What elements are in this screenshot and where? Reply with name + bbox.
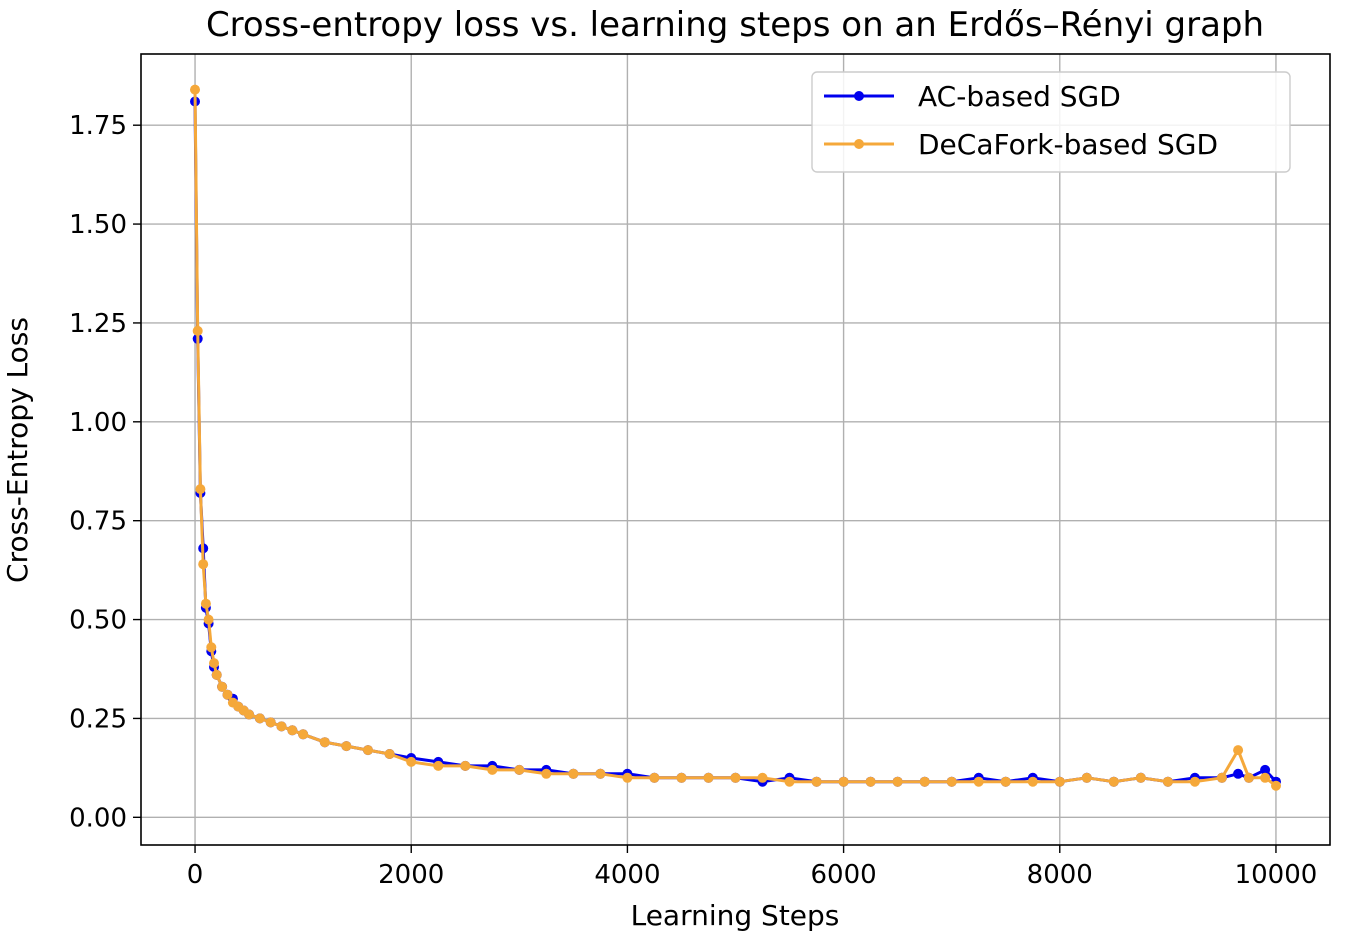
x-axis-label: Learning Steps — [631, 899, 840, 932]
data-point-decafork — [892, 776, 903, 787]
y-tick-label: 0.50 — [69, 606, 127, 636]
y-tick-label: 0.75 — [69, 507, 127, 537]
data-point-ac — [1233, 768, 1244, 779]
data-point-decafork — [190, 84, 200, 95]
data-point-decafork — [595, 768, 606, 779]
data-point-decafork — [1081, 772, 1092, 783]
data-point-decafork — [757, 772, 768, 783]
data-point-decafork — [676, 772, 687, 783]
y-tick-label: 0.00 — [69, 803, 127, 833]
data-point-decafork — [730, 772, 741, 783]
data-point-decafork — [244, 709, 255, 720]
data-point-decafork — [1000, 776, 1011, 787]
data-point-decafork — [973, 776, 984, 787]
legend-marker-decafork — [854, 139, 864, 149]
data-point-decafork — [1054, 776, 1065, 787]
y-tick-label: 1.50 — [69, 210, 127, 240]
data-point-decafork — [1233, 745, 1244, 756]
y-tick-label: 1.25 — [69, 309, 127, 339]
data-point-decafork — [198, 559, 209, 570]
x-tick-label: 6000 — [811, 860, 877, 890]
data-point-decafork — [649, 772, 660, 783]
data-point-decafork — [195, 484, 206, 495]
data-point-decafork — [622, 772, 633, 783]
data-point-decafork — [1162, 776, 1173, 787]
data-point-decafork — [200, 598, 211, 609]
data-point-decafork — [919, 776, 930, 787]
legend-label-decafork: DeCaFork-based SGD — [918, 128, 1218, 161]
y-tick-label: 1.75 — [69, 111, 127, 141]
data-point-decafork — [946, 776, 957, 787]
chart-title: Cross-entropy loss vs. learning steps on… — [206, 5, 1264, 45]
y-axis: 0.00 0.25 0.50 0.75 1.00 1.25 1.50 1.75 — [69, 111, 141, 833]
x-tick-label: 2000 — [378, 860, 444, 890]
data-point-decafork — [460, 760, 471, 771]
legend: AC-based SGD DeCaFork-based SGD — [811, 71, 1291, 173]
data-point-decafork — [568, 768, 579, 779]
data-point-decafork — [541, 768, 552, 779]
data-point-decafork — [865, 776, 876, 787]
data-point-decafork — [341, 741, 352, 752]
data-point-decafork — [209, 658, 219, 669]
data-point-decafork — [319, 737, 330, 748]
legend-label-ac: AC-based SGD — [918, 80, 1121, 113]
data-point-decafork — [287, 725, 298, 736]
data-point-decafork — [838, 776, 849, 787]
data-point-decafork — [211, 669, 222, 680]
data-point-decafork — [276, 721, 287, 732]
data-point-decafork — [298, 729, 309, 740]
series-ac — [190, 96, 1281, 787]
x-tick-label: 4000 — [594, 860, 660, 890]
data-point-decafork — [406, 756, 417, 767]
data-point-decafork — [363, 745, 373, 756]
y-tick-label: 1.00 — [69, 408, 127, 438]
data-point-decafork — [1027, 776, 1038, 787]
data-point-decafork — [784, 776, 795, 787]
x-tick-label: 8000 — [1027, 860, 1093, 890]
x-tick-label: 10000 — [1235, 860, 1318, 890]
series-decafork — [190, 84, 1281, 791]
data-point-decafork — [487, 764, 498, 775]
data-point-decafork — [254, 713, 265, 724]
data-point-decafork — [1108, 776, 1119, 787]
data-point-decafork — [1271, 780, 1281, 791]
series-layer — [190, 84, 1281, 791]
x-axis: 0 2000 4000 6000 8000 10000 — [187, 845, 1318, 890]
data-point-ac — [1260, 764, 1271, 775]
data-point-decafork — [433, 760, 444, 771]
y-axis-label: Cross-Entropy Loss — [1, 317, 34, 583]
series-line-decafork — [193, 89, 1277, 787]
data-point-decafork — [265, 717, 276, 728]
data-point-decafork — [811, 776, 822, 787]
plot-frame — [140, 53, 1331, 846]
data-point-decafork — [1260, 772, 1271, 783]
data-point-decafork — [203, 614, 214, 625]
legend-marker-ac — [854, 91, 864, 101]
series-line-ac — [193, 101, 1278, 784]
data-point-decafork — [514, 764, 525, 775]
data-point-decafork — [222, 689, 233, 700]
data-point-decafork — [192, 325, 203, 336]
data-point-decafork — [217, 681, 228, 692]
x-tick-label: 0 — [187, 860, 204, 890]
data-point-decafork — [1135, 772, 1146, 783]
y-tick-label: 0.25 — [69, 704, 127, 734]
data-point-decafork — [703, 772, 714, 783]
data-point-decafork — [384, 749, 395, 759]
data-point-decafork — [1243, 772, 1254, 783]
legend-box — [811, 71, 1291, 173]
data-point-decafork — [1189, 776, 1200, 787]
data-point-decafork — [206, 642, 217, 653]
data-point-decafork — [1216, 772, 1227, 783]
